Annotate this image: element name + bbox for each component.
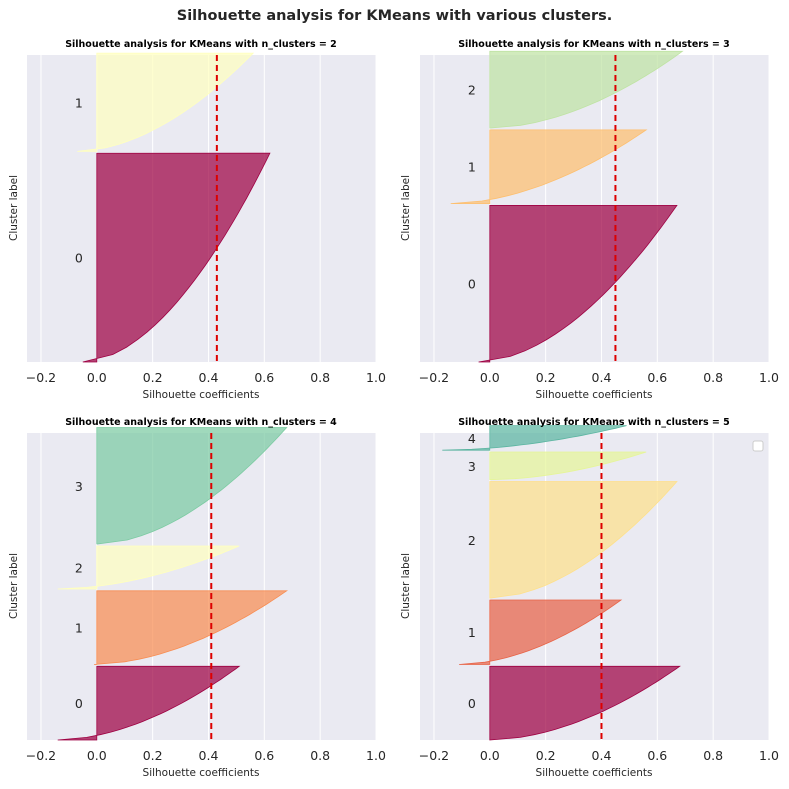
- x-tick-label: 0.6: [254, 370, 274, 385]
- silhouette-cluster-2: [57, 545, 240, 590]
- cluster-label: 1: [75, 95, 83, 110]
- x-axis-label: Silhouette coefficients: [143, 389, 260, 401]
- silhouette-cluster-3: [96, 427, 288, 545]
- plot-area: [27, 427, 377, 741]
- cluster-label: 1: [468, 625, 476, 640]
- y-axis-label: Cluster label: [8, 553, 20, 619]
- x-tick-label: 0.6: [254, 748, 274, 763]
- x-tick-label: −0.2: [419, 370, 449, 385]
- chart-panel-k2: Silhouette analysis for KMeans with n_cl…: [8, 39, 386, 401]
- x-axis-label: Silhouette coefficients: [536, 389, 653, 401]
- cluster-label: 0: [75, 696, 83, 711]
- y-axis-label: Cluster label: [400, 553, 412, 619]
- x-tick-label: −0.2: [26, 748, 56, 763]
- x-tick-label: 0.4: [592, 370, 612, 385]
- cluster-label: 1: [468, 160, 476, 175]
- figure-title: Silhouette analysis for KMeans with vari…: [176, 8, 613, 24]
- x-tick-label: 0.8: [703, 370, 723, 385]
- plot-area: [420, 425, 770, 741]
- plot-area: [420, 50, 770, 363]
- x-tick-label: 0.0: [480, 370, 500, 385]
- x-tick-label: 0.4: [199, 370, 219, 385]
- y-axis-label: Cluster label: [400, 175, 412, 241]
- x-tick-label: 0.0: [87, 370, 107, 385]
- silhouette-cluster-0: [57, 665, 241, 741]
- cluster-label: 3: [75, 479, 83, 494]
- chart-panel-k4: Silhouette analysis for KMeans with n_cl…: [8, 417, 386, 779]
- x-tick-label: −0.2: [419, 748, 449, 763]
- x-tick-label: 0.2: [143, 748, 163, 763]
- silhouette-cluster-1: [459, 599, 623, 665]
- silhouette-cluster-1: [93, 590, 289, 665]
- plot-area: [27, 52, 377, 363]
- x-tick-label: 1.0: [366, 748, 386, 763]
- x-tick-label: −0.2: [26, 370, 56, 385]
- silhouette-cluster-0: [82, 152, 271, 363]
- silhouette-cluster-3: [489, 451, 647, 481]
- silhouette-cluster-1: [77, 52, 255, 152]
- x-axis-label: Silhouette coefficients: [143, 767, 260, 779]
- x-tick-label: 0.8: [703, 748, 723, 763]
- x-tick-label: 0.2: [143, 370, 163, 385]
- panel-title: Silhouette analysis for KMeans with n_cl…: [458, 417, 730, 428]
- panel-title: Silhouette analysis for KMeans with n_cl…: [65, 39, 337, 50]
- y-axis-label: Cluster label: [8, 175, 20, 241]
- x-tick-label: 0.6: [647, 370, 667, 385]
- x-tick-label: 0.4: [592, 748, 612, 763]
- x-tick-label: 0.4: [199, 748, 219, 763]
- silhouette-cluster-0: [478, 204, 678, 363]
- silhouette-cluster-4: [442, 425, 627, 451]
- cluster-label: 0: [75, 251, 83, 266]
- silhouette-cluster-2: [489, 50, 684, 129]
- x-tick-label: 0.6: [647, 748, 667, 763]
- cluster-label: 4: [468, 431, 476, 446]
- cluster-label: 3: [468, 459, 476, 474]
- cluster-label: 2: [468, 83, 476, 98]
- panel-title: Silhouette analysis for KMeans with n_cl…: [458, 39, 730, 50]
- silhouette-cluster-1: [450, 129, 648, 204]
- cluster-label: 2: [468, 533, 476, 548]
- x-tick-label: 1.0: [759, 370, 779, 385]
- x-tick-label: 0.8: [310, 748, 330, 763]
- x-tick-label: 0.2: [536, 748, 556, 763]
- silhouette-cluster-2: [489, 481, 678, 599]
- legend-box: [752, 440, 764, 452]
- cluster-label: 0: [468, 696, 476, 711]
- x-tick-label: 0.0: [87, 748, 107, 763]
- x-tick-label: 1.0: [759, 748, 779, 763]
- x-tick-label: 0.8: [310, 370, 330, 385]
- x-tick-label: 0.2: [536, 370, 556, 385]
- chart-panel-k3: Silhouette analysis for KMeans with n_cl…: [400, 39, 779, 401]
- x-axis-label: Silhouette coefficients: [536, 767, 653, 779]
- panel-title: Silhouette analysis for KMeans with n_cl…: [65, 417, 337, 428]
- x-tick-label: 0.0: [480, 748, 500, 763]
- chart-panel-k5: Silhouette analysis for KMeans with n_cl…: [400, 417, 779, 779]
- cluster-label: 1: [75, 621, 83, 636]
- cluster-label: 2: [75, 560, 83, 575]
- cluster-label: 0: [468, 277, 476, 292]
- x-tick-label: 1.0: [366, 370, 386, 385]
- silhouette-cluster-0: [489, 665, 681, 741]
